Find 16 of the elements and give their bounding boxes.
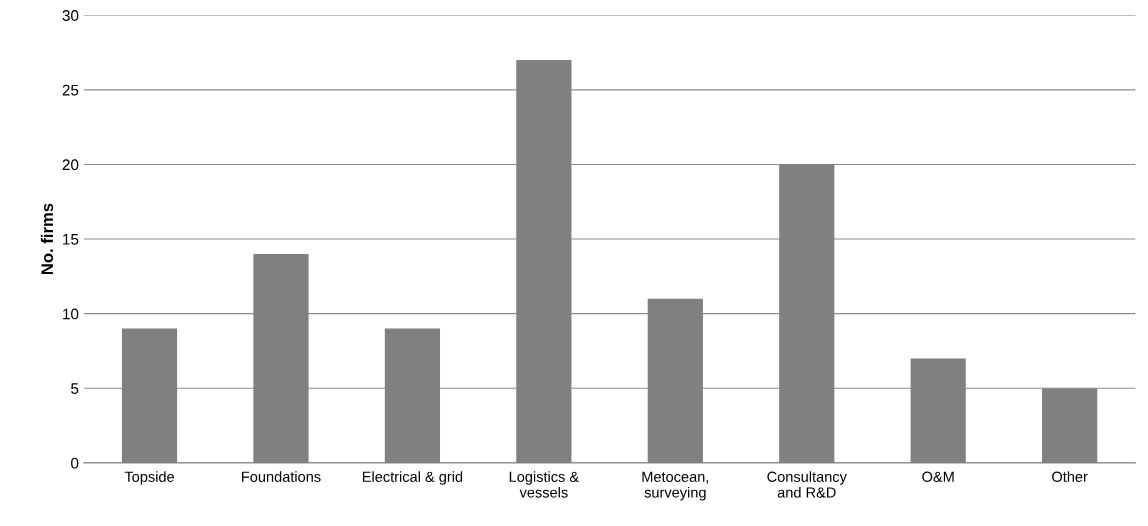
x-tick-label: Consultancy and R&D bbox=[767, 471, 847, 498]
y-tick-label: 15 bbox=[63, 234, 79, 245]
x-tick-label: O&M bbox=[922, 471, 954, 482]
y-axis-title: No. firms bbox=[40, 203, 54, 275]
y-tick-label: 20 bbox=[62, 159, 79, 171]
x-tick-label: Topside bbox=[124, 471, 175, 485]
x-tick-label: Metocean, surveying bbox=[642, 471, 709, 501]
y-tick-label: 5 bbox=[71, 383, 79, 394]
y-tick-label: 25 bbox=[62, 84, 79, 96]
x-tick-label: Logistics & vessels bbox=[509, 471, 579, 498]
y-tick-label: 30 bbox=[62, 10, 79, 21]
x-tick-label: Electrical & grid bbox=[362, 471, 463, 485]
x-tick-label: Other bbox=[1052, 471, 1088, 482]
x-tick-label: Foundations bbox=[242, 471, 321, 482]
y-tick-label: 0 bbox=[71, 457, 79, 469]
y-tick-label: 10 bbox=[63, 308, 79, 320]
